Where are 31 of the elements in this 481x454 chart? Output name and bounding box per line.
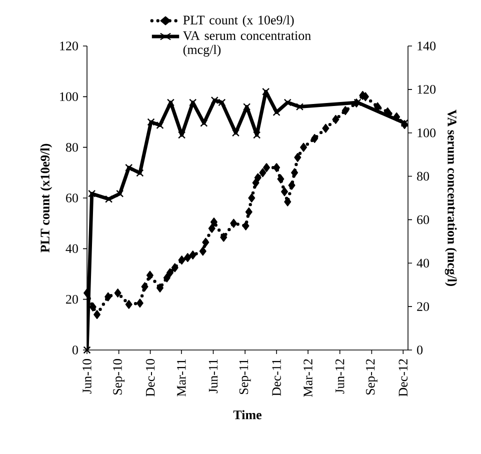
y2-tick-label: 120 xyxy=(418,85,436,94)
x-tick-label: Dec-10 xyxy=(146,359,155,396)
x-tick-label: Sep-12 xyxy=(366,359,378,394)
y-axis-title: PLT count (x10e9/l) xyxy=(40,144,52,252)
x-tick-label: Jun-11 xyxy=(208,359,218,394)
x-tick-label: Mar-12 xyxy=(304,359,312,397)
x-tick-label: Dec-12 xyxy=(398,359,408,396)
y2-tick-label: 40 xyxy=(416,258,430,268)
x-tick-label: Sep-10 xyxy=(113,359,125,394)
legend-label: VA serum concentration (mcg/l) xyxy=(183,31,311,57)
y2-tick-label: 80 xyxy=(417,172,430,181)
y2-tick-label: 60 xyxy=(417,215,430,224)
x-tick-label: Mar-11 xyxy=(177,359,186,396)
y-tick-label: 0 xyxy=(72,346,78,354)
y-tick-label: 40 xyxy=(66,244,78,254)
y2-tick-label: 100 xyxy=(418,128,436,138)
x-tick-label: Sep-11 xyxy=(239,359,251,394)
x-tick-label: Dec-11 xyxy=(272,359,281,396)
x-axis-title: Time xyxy=(233,410,262,420)
y-tick-label: 60 xyxy=(66,194,78,202)
legend-label: PLT count (x 10e9/l) xyxy=(183,15,294,28)
y2-axis-title: VA serum concentration (mcg/l) xyxy=(444,110,457,286)
y2-tick-label: 140 xyxy=(418,42,436,50)
y-tick-label: 120 xyxy=(60,42,78,50)
x-tick-label: Jun-10 xyxy=(82,359,92,394)
y-tick-label: 20 xyxy=(66,294,78,304)
y-tick-label: 80 xyxy=(66,142,78,152)
y2-tick-label: 20 xyxy=(417,302,430,311)
y-tick-label: 100 xyxy=(60,92,78,102)
y2-tick-label: 0 xyxy=(417,346,423,354)
x-tick-label: Jun-12 xyxy=(335,359,344,394)
